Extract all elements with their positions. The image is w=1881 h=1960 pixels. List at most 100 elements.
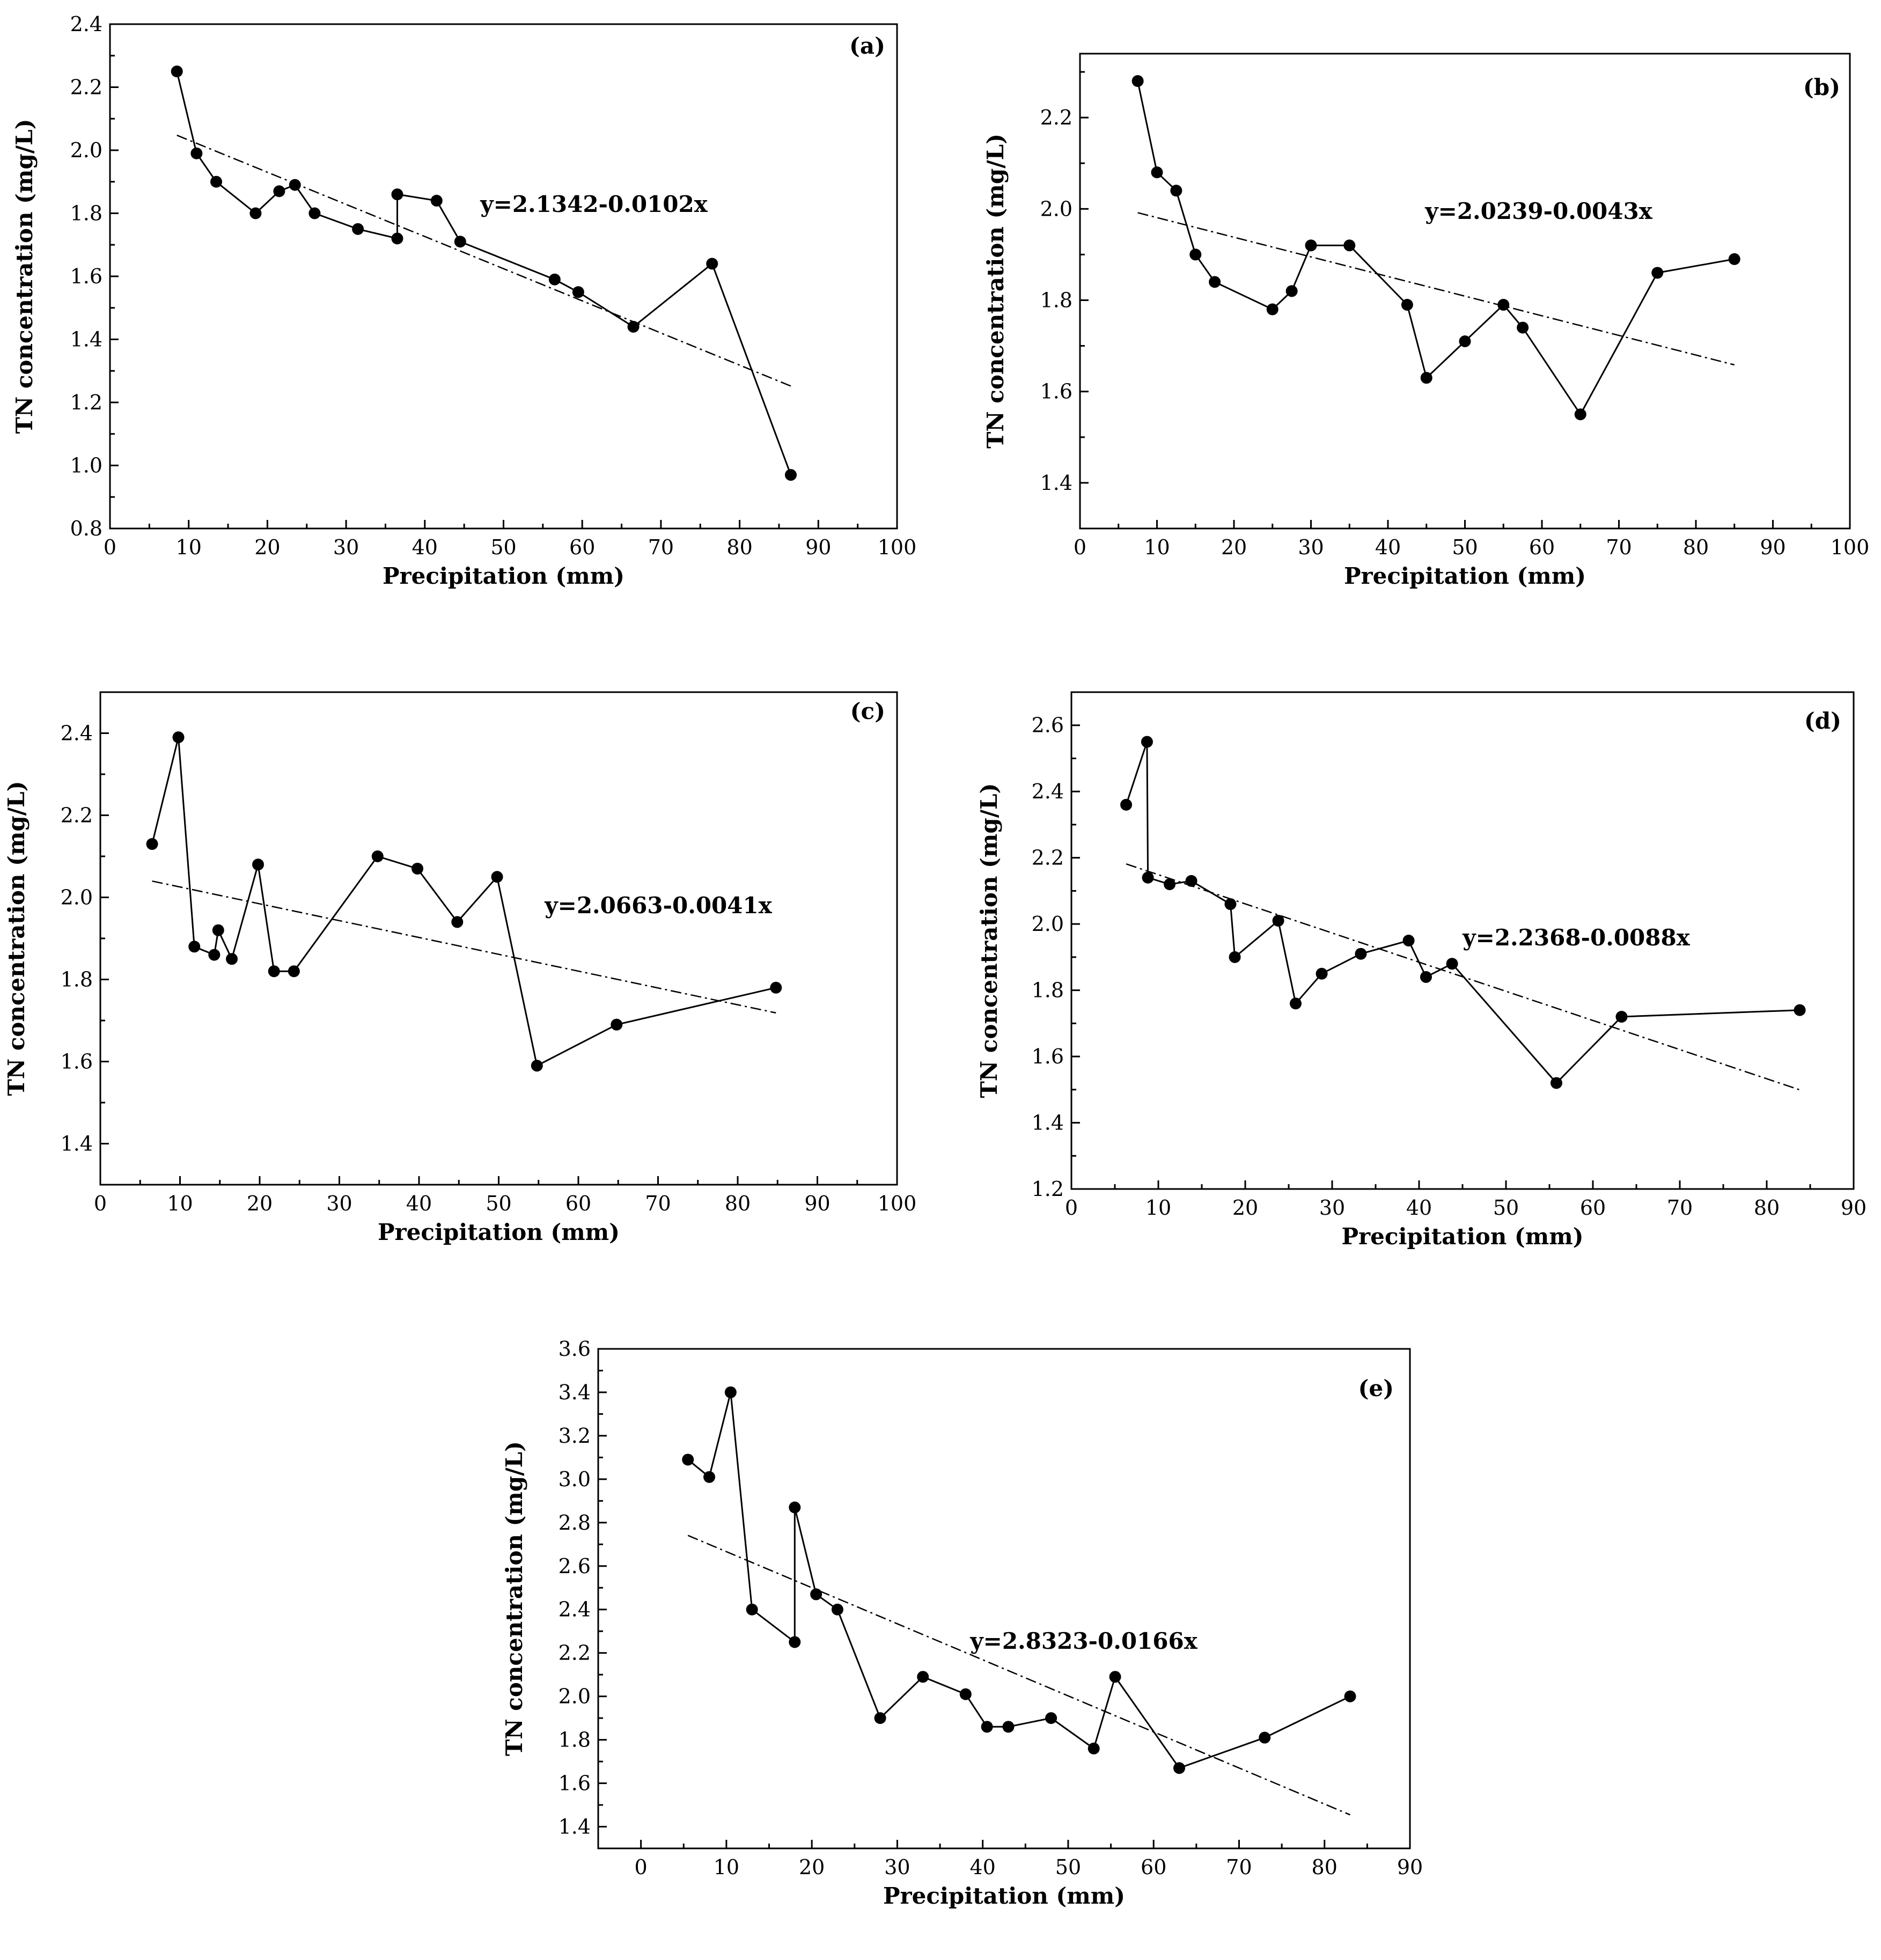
data-point <box>1189 248 1202 261</box>
data-point <box>1045 1712 1057 1724</box>
y-tick-label: 1.6 <box>1040 380 1072 403</box>
y-tick-label: 1.4 <box>559 1815 591 1839</box>
data-point <box>288 965 300 978</box>
data-point <box>1164 878 1176 891</box>
x-tick-label: 70 <box>1606 535 1632 559</box>
x-tick-label: 20 <box>799 1855 825 1879</box>
data-point <box>789 1636 801 1648</box>
data-point <box>252 858 264 871</box>
y-tick-label: 2.2 <box>70 76 102 99</box>
x-tick-label: 40 <box>406 1192 432 1215</box>
panel-label: (c) <box>850 698 885 724</box>
regression-equation: y=2.2368-0.0088x <box>1462 924 1691 951</box>
data-point <box>682 1454 694 1466</box>
series-line <box>1125 742 1800 1084</box>
data-point <box>212 924 224 936</box>
data-point <box>746 1603 758 1616</box>
x-tick-label: 10 <box>714 1855 739 1879</box>
x-tick-label: 30 <box>333 535 359 559</box>
y-tick-label: 1.4 <box>70 328 102 351</box>
x-tick-label: 10 <box>167 1192 193 1215</box>
data-point <box>273 185 285 197</box>
y-tick-label: 1.8 <box>559 1728 591 1752</box>
x-tick-label: 30 <box>884 1855 910 1879</box>
data-point <box>1402 935 1415 946</box>
y-tick-label: 2.4 <box>559 1598 591 1621</box>
plot-frame <box>1079 53 1851 530</box>
y-tick-label: 2.0 <box>1040 197 1072 221</box>
x-tick-label: 10 <box>1144 535 1170 559</box>
x-tick-label: 80 <box>1312 1855 1338 1879</box>
data-point <box>770 981 782 994</box>
data-point <box>1574 408 1586 421</box>
data-point <box>572 286 584 298</box>
data-point <box>172 731 185 744</box>
data-point <box>1141 736 1153 748</box>
y-tick-label: 1.4 <box>1040 471 1072 495</box>
x-tick-label: 60 <box>565 1192 591 1215</box>
x-tick-label: 70 <box>648 535 674 559</box>
data-point <box>1209 276 1221 288</box>
data-point <box>531 1060 543 1072</box>
y-tick-label: 2.6 <box>559 1554 591 1578</box>
data-point <box>451 916 464 928</box>
y-tick-label: 3.2 <box>559 1424 591 1448</box>
data-point <box>171 65 183 78</box>
x-tick-label: 40 <box>412 535 438 559</box>
trend-line <box>177 134 791 387</box>
data-point <box>1285 285 1298 297</box>
data-point <box>627 321 640 333</box>
panel-label: (a) <box>849 33 885 59</box>
x-tick-label: 50 <box>486 1192 511 1215</box>
data-point <box>1401 299 1413 311</box>
data-point <box>981 1721 993 1733</box>
y-tick-label: 1.0 <box>70 454 102 478</box>
x-tick-label: 70 <box>1667 1196 1693 1220</box>
x-tick-label: 100 <box>878 1192 917 1215</box>
y-axis-title: TN concentration (mg/L) <box>976 783 1002 1098</box>
data-point <box>352 223 364 235</box>
x-axis-title: Precipitation (mm) <box>1344 563 1586 589</box>
data-point <box>1142 871 1154 884</box>
chart-panel-e: 0 10 20 30 40 50 60 70 80 90 1.4 1.6 1.8 2.0 2.2 2.4 2.6… <box>501 1337 1423 1909</box>
data-point <box>1185 875 1197 887</box>
regression-equation: y=2.1342-0.0102x <box>480 191 708 217</box>
y-tick-label: 2.4 <box>61 722 93 745</box>
x-tick-label: 50 <box>490 535 516 559</box>
data-point <box>1316 967 1328 980</box>
data-point <box>1131 75 1144 87</box>
data-point <box>917 1671 929 1683</box>
series-line <box>176 71 792 475</box>
data-point <box>412 862 424 875</box>
data-point <box>308 207 321 219</box>
y-tick-label: 2.6 <box>1032 714 1064 737</box>
data-point <box>491 871 503 883</box>
data-point <box>1459 335 1471 348</box>
x-tick-label: 80 <box>1683 535 1709 559</box>
data-point <box>249 207 262 219</box>
y-tick-label: 1.6 <box>1032 1045 1064 1068</box>
data-point <box>1088 1742 1100 1755</box>
y-tick-label: 1.8 <box>61 968 93 992</box>
y-axis-title: TN concentration (mg/L) <box>982 134 1009 449</box>
data-point <box>784 469 797 481</box>
data-point <box>1170 185 1182 197</box>
y-tick-label: 1.6 <box>559 1772 591 1795</box>
x-tick-label: 30 <box>1298 535 1324 559</box>
data-point <box>391 188 403 201</box>
x-tick-label: 100 <box>878 535 917 559</box>
x-tick-label: 20 <box>1221 535 1247 559</box>
data-point <box>210 175 223 188</box>
y-tick-label: 3.4 <box>559 1381 591 1404</box>
x-axis-title: Precipitation (mm) <box>378 1219 620 1245</box>
x-tick-label: 50 <box>1055 1855 1081 1879</box>
x-tick-label: 60 <box>1580 1196 1606 1220</box>
y-axis-title: TN concentration (mg/L) <box>11 119 38 434</box>
x-tick-label: 60 <box>1141 1855 1166 1879</box>
trend-line <box>152 880 776 1014</box>
y-tick-label: 1.2 <box>70 391 102 414</box>
data-point <box>1497 299 1510 311</box>
y-tick-label: 3.6 <box>559 1337 591 1361</box>
y-tick-label: 1.6 <box>70 265 102 288</box>
